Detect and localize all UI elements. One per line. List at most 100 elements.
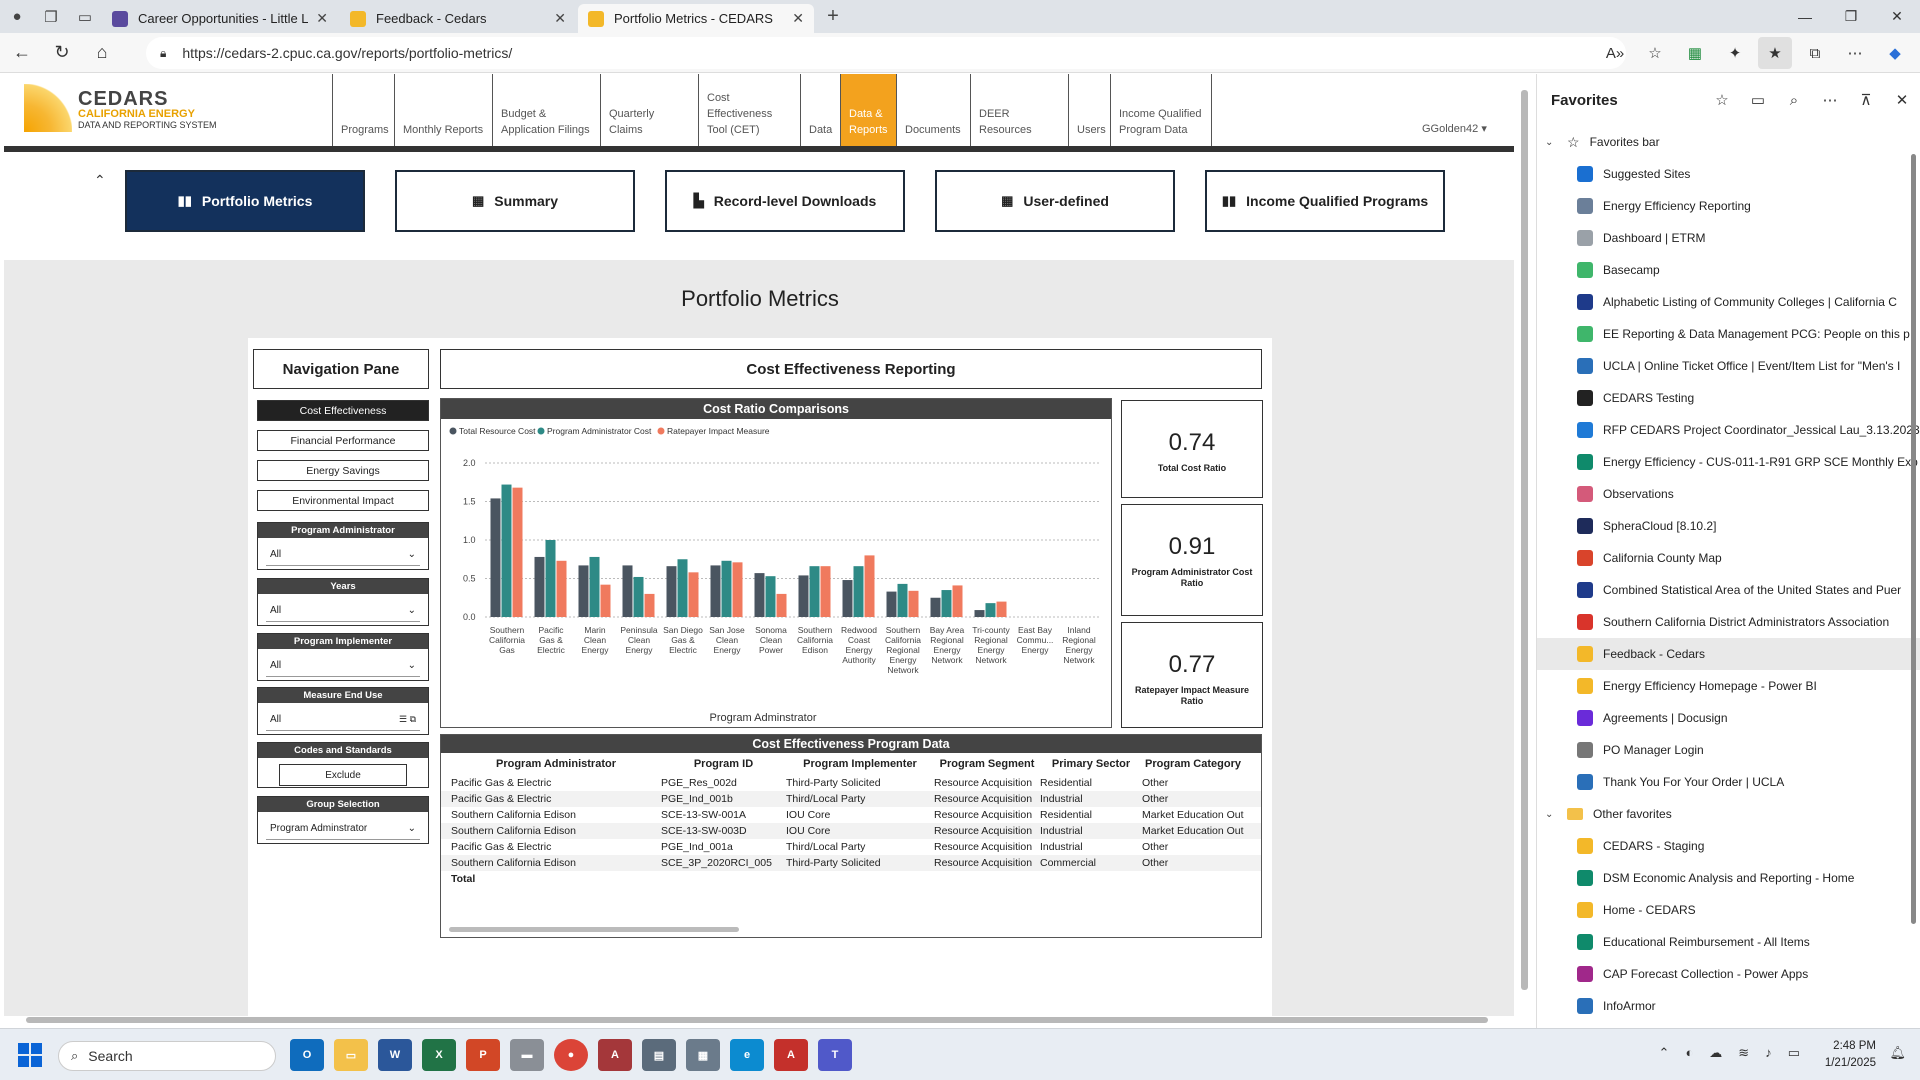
program-implementer-dropdown[interactable]: All ⌄ bbox=[266, 655, 420, 677]
menu-monthly-reports[interactable]: Monthly Reports bbox=[394, 74, 492, 146]
tab-portfolio-metrics[interactable]: Portfolio Metrics - CEDARS ✕ bbox=[578, 4, 814, 33]
column-header[interactable]: Program ID bbox=[693, 758, 754, 770]
favorite-item[interactable]: Feedback - Cedars bbox=[1537, 638, 1920, 670]
favorite-item[interactable]: California County Map bbox=[1537, 542, 1920, 574]
file-explorer-icon[interactable]: ▭ bbox=[334, 1039, 368, 1071]
windows-start-icon[interactable] bbox=[18, 1043, 42, 1067]
word-icon[interactable]: W bbox=[378, 1039, 412, 1071]
favorite-item[interactable]: Combined Statistical Area of the United … bbox=[1537, 574, 1920, 606]
favorite-item[interactable]: Alphabetic Listing of Community Colleges… bbox=[1537, 286, 1920, 318]
years-dropdown[interactable]: All ⌄ bbox=[266, 600, 420, 622]
menu-users[interactable]: Users bbox=[1068, 74, 1110, 146]
pin-icon[interactable]: ⊼ bbox=[1860, 92, 1872, 109]
close-icon[interactable]: ✕ bbox=[1895, 92, 1909, 109]
favorite-item[interactable]: DSM Economic Analysis and Reporting - Ho… bbox=[1537, 862, 1920, 894]
acrobat-icon[interactable]: A bbox=[774, 1039, 808, 1071]
close-window-icon[interactable]: ✕ bbox=[1891, 8, 1903, 24]
extension-sheets-icon[interactable]: ▦ bbox=[1687, 45, 1703, 62]
favorite-item[interactable]: Home - CEDARS bbox=[1537, 894, 1920, 926]
clock[interactable]: 2:48 PM 1/21/2025 bbox=[1825, 1038, 1876, 1072]
menu-cet[interactable]: Cost Effectiveness Tool (CET) bbox=[698, 74, 800, 146]
powerpoint-icon[interactable]: P bbox=[466, 1039, 500, 1071]
favorite-item[interactable]: SpheraCloud [8.10.2] bbox=[1537, 510, 1920, 542]
tab-actions-icon[interactable]: ▭ bbox=[77, 8, 93, 26]
calculator-icon[interactable]: ▦ bbox=[686, 1039, 720, 1071]
favorite-item[interactable]: CAP Forecast Collection - Power Apps bbox=[1537, 958, 1920, 990]
tab-career[interactable]: Career Opportunities - Little Leag ✕ bbox=[102, 4, 338, 33]
page-vertical-scrollbar[interactable] bbox=[1518, 80, 1532, 1000]
taskbar-search[interactable]: ⌕ Search bbox=[58, 1041, 276, 1071]
menu-data[interactable]: Data bbox=[800, 74, 840, 146]
onedrive-icon[interactable]: ☁ bbox=[1709, 1045, 1723, 1060]
excel-icon[interactable]: X bbox=[422, 1039, 456, 1071]
table-row[interactable]: Southern California Edison SCE-13-SW-003D… bbox=[441, 823, 1261, 839]
column-header[interactable]: Program Implementer bbox=[803, 758, 917, 770]
chevron-up-icon[interactable]: ⌃ bbox=[1658, 1045, 1670, 1060]
access-icon[interactable]: A bbox=[598, 1039, 632, 1071]
notification-icon[interactable]: 🔔︎ bbox=[1889, 1045, 1906, 1060]
tab-record-downloads-button[interactable]: ▙ Record-level Downloads bbox=[665, 170, 905, 232]
more-icon[interactable]: ⋯ bbox=[1822, 92, 1838, 109]
favorite-item[interactable]: Energy Efficiency Homepage - Power BI bbox=[1537, 670, 1920, 702]
cedars-logo[interactable]: CEDARS CALIFORNIA ENERGY DATA AND REPORT… bbox=[24, 84, 224, 134]
workspaces-icon[interactable]: ❐ bbox=[44, 8, 58, 26]
extensions-icon[interactable]: ✦ bbox=[1728, 45, 1742, 62]
program-administrator-dropdown[interactable]: All ⌄ bbox=[266, 544, 420, 566]
favorites-scrollbar[interactable] bbox=[1910, 134, 1918, 954]
app-icon[interactable]: ▬ bbox=[510, 1039, 544, 1071]
app-tray-icon[interactable]: ◐ bbox=[1685, 1045, 1694, 1060]
nav-energy-savings[interactable]: Energy Savings bbox=[257, 460, 429, 481]
close-tab-icon[interactable]: ✕ bbox=[554, 10, 566, 26]
filter-focus-icons[interactable]: ☰ ⧉ bbox=[399, 714, 416, 724]
minimize-icon[interactable]: — bbox=[1798, 8, 1812, 25]
column-header[interactable]: Primary Sector bbox=[1051, 758, 1131, 770]
favorite-item[interactable]: InfoArmor bbox=[1537, 990, 1920, 1022]
group-selection-dropdown[interactable]: Program Adminstrator ⌄ bbox=[266, 818, 420, 840]
favorite-item[interactable]: Agreements | Docusign bbox=[1537, 702, 1920, 734]
menu-programs[interactable]: Programs bbox=[332, 74, 394, 146]
column-header[interactable]: Program Administrator bbox=[495, 758, 616, 770]
teams-icon[interactable]: T bbox=[818, 1039, 852, 1071]
chrome-icon[interactable]: ● bbox=[554, 1039, 588, 1071]
tab-portfolio-metrics-button[interactable]: ▮▮ Portfolio Metrics bbox=[125, 170, 365, 232]
refresh-icon[interactable]: ↻ bbox=[54, 42, 70, 62]
more-icon[interactable]: ⋯ bbox=[1847, 45, 1863, 62]
tab-feedback[interactable]: Feedback - Cedars ✕ bbox=[340, 4, 576, 33]
collapse-chevron-icon[interactable]: ⌃ bbox=[94, 172, 106, 188]
menu-quarterly-claims[interactable]: Quarterly Claims bbox=[600, 74, 698, 146]
table-row[interactable]: Southern California Edison SCE_3P_2020RCI… bbox=[441, 855, 1261, 871]
search-icon[interactable]: ⌕ bbox=[1789, 91, 1799, 109]
nav-cost-effectiveness[interactable]: Cost Effectiveness bbox=[257, 400, 429, 421]
close-tab-icon[interactable]: ✕ bbox=[316, 10, 328, 26]
favorite-item[interactable]: RFP CEDARS Project Coordinator_Jessical … bbox=[1537, 414, 1920, 446]
home-icon[interactable]: ⌂ bbox=[96, 42, 108, 62]
page-horizontal-scrollbar[interactable] bbox=[8, 1016, 1508, 1024]
menu-data-reports[interactable]: Data & Reports bbox=[840, 74, 896, 146]
nav-financial-performance[interactable]: Financial Performance bbox=[257, 430, 429, 451]
column-header[interactable]: Program Segment bbox=[939, 758, 1035, 770]
add-favorite-icon[interactable]: ☆ bbox=[1648, 45, 1662, 62]
collections-icon[interactable]: ⧉ bbox=[1809, 44, 1821, 62]
user-menu[interactable]: GGolden42 ▾ bbox=[1422, 123, 1487, 135]
favorites-icon[interactable]: ★ bbox=[1758, 37, 1792, 69]
menu-income-qualified[interactable]: Income Qualified Program Data bbox=[1110, 74, 1212, 146]
new-tab-button[interactable]: + bbox=[827, 5, 839, 27]
favorite-item[interactable]: Observations bbox=[1537, 478, 1920, 510]
add-folder-icon[interactable]: ▭ bbox=[1750, 92, 1766, 109]
favorite-item[interactable]: Suggested Sites bbox=[1537, 158, 1920, 190]
table-scrollbar[interactable] bbox=[449, 927, 739, 932]
copilot-icon[interactable]: ◆ bbox=[1889, 45, 1901, 62]
url-field[interactable]: 🔒︎ https://cedars-2.cpuc.ca.gov/reports/… bbox=[146, 37, 1626, 69]
favorite-item[interactable]: UCLA | Online Ticket Office | Event/Item… bbox=[1537, 350, 1920, 382]
add-favorite-icon[interactable]: ☆ bbox=[1715, 92, 1729, 109]
other-favorites-folder[interactable]: ⌄ Other favorites bbox=[1537, 798, 1920, 830]
volume-icon[interactable]: ♪ bbox=[1765, 1045, 1772, 1060]
profile-icon[interactable]: ● bbox=[12, 8, 22, 25]
tab-user-defined-button[interactable]: ▦ User-defined bbox=[935, 170, 1175, 232]
favorite-item[interactable]: Basecamp bbox=[1537, 254, 1920, 286]
table-row[interactable]: Pacific Gas & Electric PGE_Ind_001b Third/… bbox=[441, 791, 1261, 807]
menu-deer-resources[interactable]: DEER Resources bbox=[970, 74, 1068, 146]
read-aloud-icon[interactable]: A» bbox=[1605, 44, 1625, 62]
table-row[interactable]: Pacific Gas & Electric PGE_Ind_001a Third/… bbox=[441, 839, 1261, 855]
edge-icon[interactable]: e bbox=[730, 1039, 764, 1071]
